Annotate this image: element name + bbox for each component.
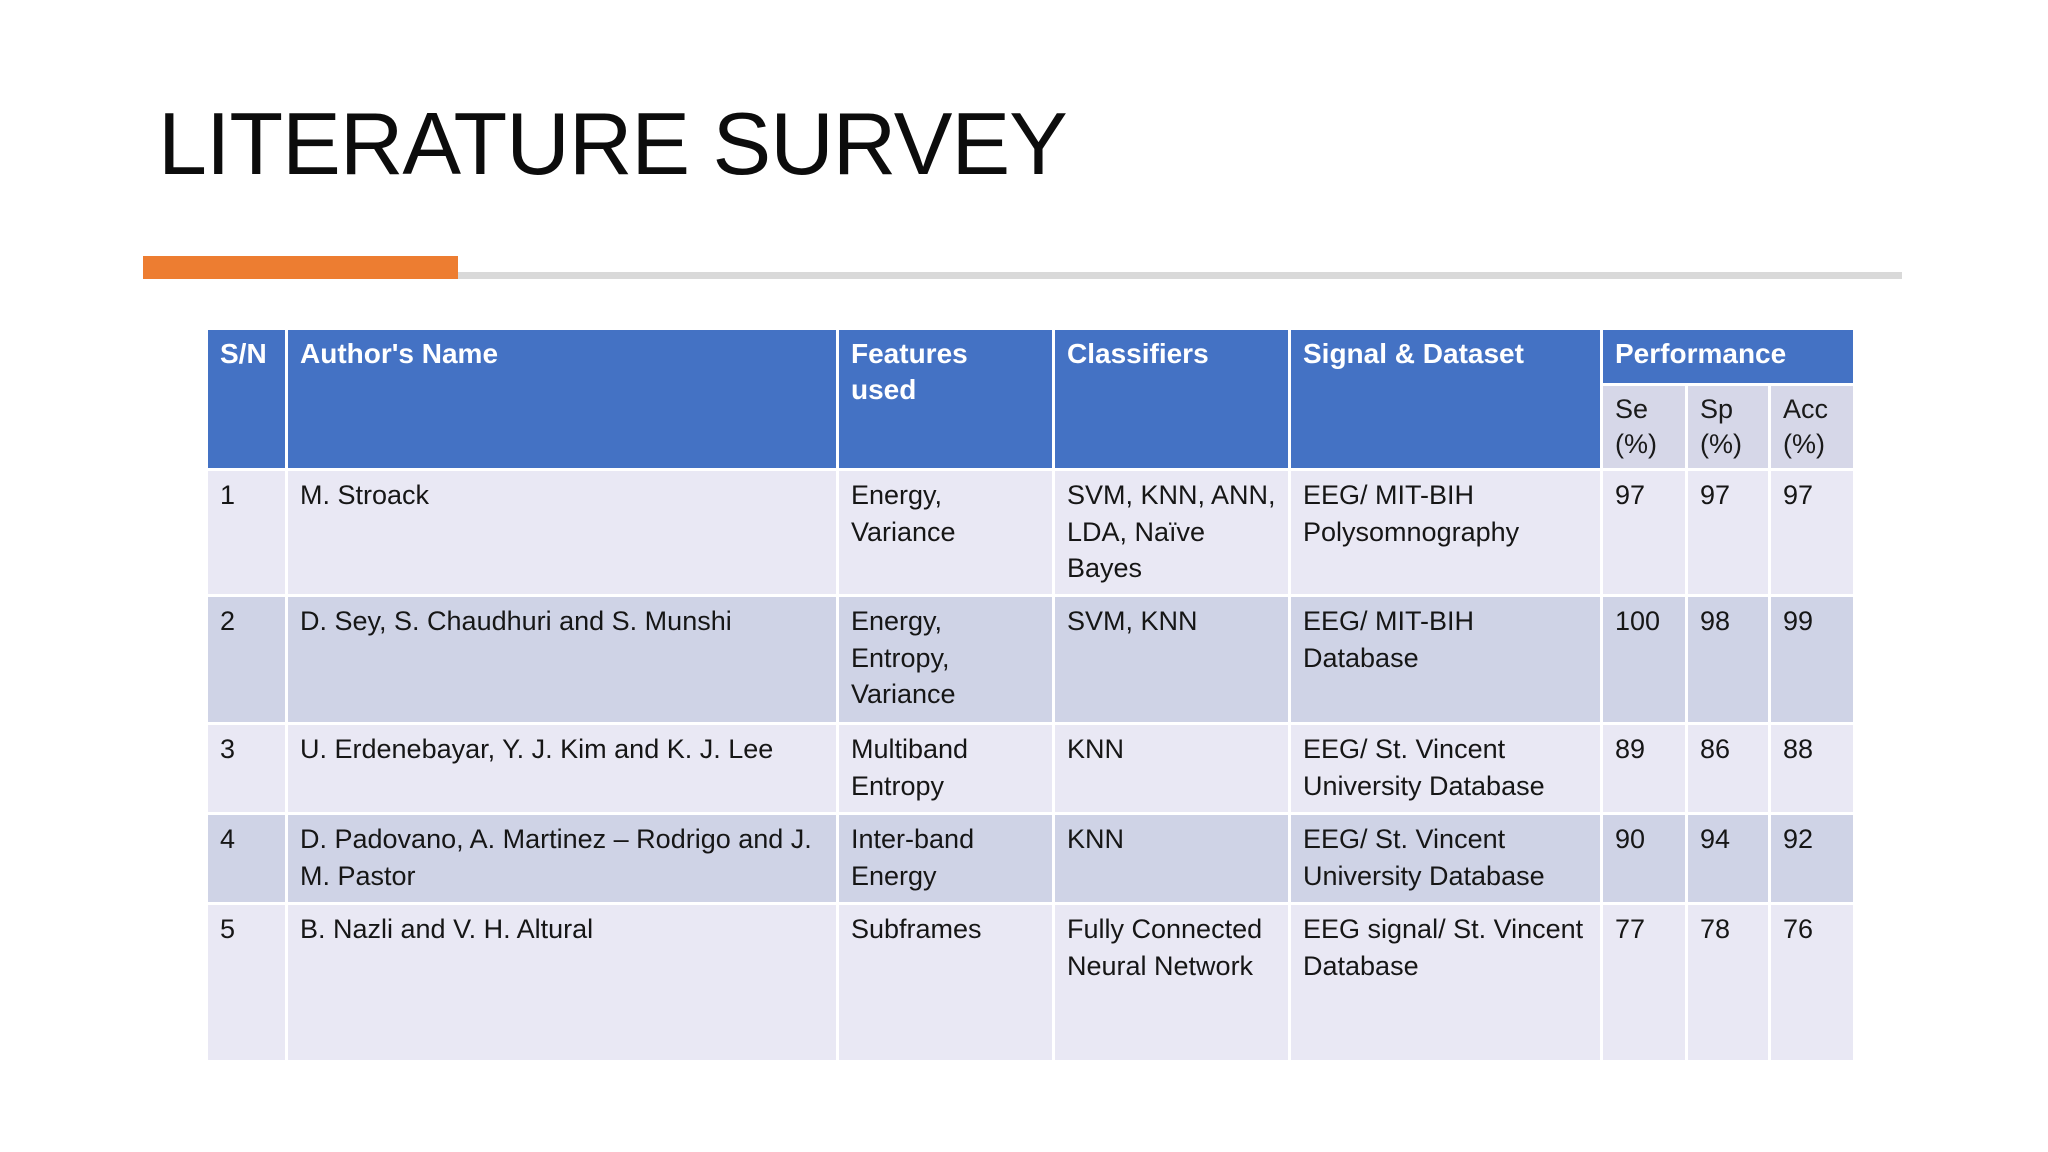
cell-author: M. Stroack [285, 468, 839, 598]
cell-sn: 5 [205, 902, 288, 1064]
cell-features: Inter-band Energy [836, 812, 1055, 906]
cell-features: Multiband Entropy [836, 722, 1055, 816]
table-row: 2 D. Sey, S. Chaudhuri and S. Munshi Ene… [205, 594, 1856, 726]
subheader-acc: Acc (%) [1768, 382, 1856, 472]
cell-se: 100 [1600, 594, 1688, 726]
cell-se: 89 [1600, 722, 1688, 816]
cell-classifiers: KNN [1052, 722, 1291, 816]
cell-features: Energy, Variance [836, 468, 1055, 598]
cell-features: Energy, Entropy, Variance [836, 594, 1055, 726]
header-classifiers: Classifiers [1052, 326, 1291, 472]
table-row: 3 U. Erdenebayar, Y. J. Kim and K. J. Le… [205, 722, 1856, 816]
header-sn: S/N [205, 326, 288, 472]
header-performance: Performance [1600, 327, 1856, 386]
cell-sn: 1 [205, 468, 288, 598]
cell-acc: 99 [1768, 594, 1856, 726]
subheader-se: Se (%) [1600, 382, 1688, 472]
cell-author: D. Padovano, A. Martinez – Rodrigo and J… [285, 812, 839, 906]
accent-bar [143, 256, 458, 279]
cell-sn: 2 [205, 594, 288, 726]
cell-classifiers: KNN [1052, 812, 1291, 906]
cell-acc: 92 [1768, 812, 1856, 906]
cell-signal-dataset: EEG/ St. Vincent University Database [1288, 722, 1603, 816]
cell-author: D. Sey, S. Chaudhuri and S. Munshi [285, 594, 839, 726]
cell-author: U. Erdenebayar, Y. J. Kim and K. J. Lee [285, 722, 839, 816]
cell-classifiers: Fully Connected Neural Network [1052, 902, 1291, 1064]
cell-classifiers: SVM, KNN, ANN, LDA, Naïve Bayes [1052, 468, 1291, 598]
table-row: 4 D. Padovano, A. Martinez – Rodrigo and… [205, 812, 1856, 906]
cell-signal-dataset: EEG signal/ St. Vincent Database [1288, 902, 1603, 1064]
cell-acc: 88 [1768, 722, 1856, 816]
cell-signal-dataset: EEG/ MIT-BIH Database [1288, 594, 1603, 726]
header-author: Author's Name [285, 326, 839, 472]
cell-sp: 97 [1685, 468, 1771, 598]
slide-title: LITERATURE SURVEY [158, 94, 1068, 193]
divider-line [143, 272, 1902, 279]
cell-sp: 78 [1685, 902, 1771, 1064]
table-row: 5 B. Nazli and V. H. Altural Subframes F… [205, 902, 1856, 1064]
cell-signal-dataset: EEG/ St. Vincent University Database [1288, 812, 1603, 906]
header-features: Features used [836, 326, 1055, 472]
literature-survey-table: S/N Author's Name Features used Classifi… [205, 326, 1856, 1064]
cell-sn: 3 [205, 722, 288, 816]
cell-sp: 94 [1685, 812, 1771, 906]
cell-acc: 97 [1768, 468, 1856, 598]
cell-author: B. Nazli and V. H. Altural [285, 902, 839, 1064]
cell-sn: 4 [205, 812, 288, 906]
header-signal-dataset: Signal & Dataset [1288, 326, 1603, 472]
table-row: 1 M. Stroack Energy, Variance SVM, KNN, … [205, 468, 1856, 598]
cell-acc: 76 [1768, 902, 1856, 1064]
subheader-sp: Sp (%) [1685, 382, 1771, 472]
cell-se: 90 [1600, 812, 1688, 906]
cell-sp: 98 [1685, 594, 1771, 726]
cell-se: 97 [1600, 468, 1688, 598]
cell-features: Subframes [836, 902, 1055, 1064]
cell-signal-dataset: EEG/ MIT-BIH Polysomnography [1288, 468, 1603, 598]
cell-se: 77 [1600, 902, 1688, 1064]
cell-sp: 86 [1685, 722, 1771, 816]
cell-classifiers: SVM, KNN [1052, 594, 1291, 726]
